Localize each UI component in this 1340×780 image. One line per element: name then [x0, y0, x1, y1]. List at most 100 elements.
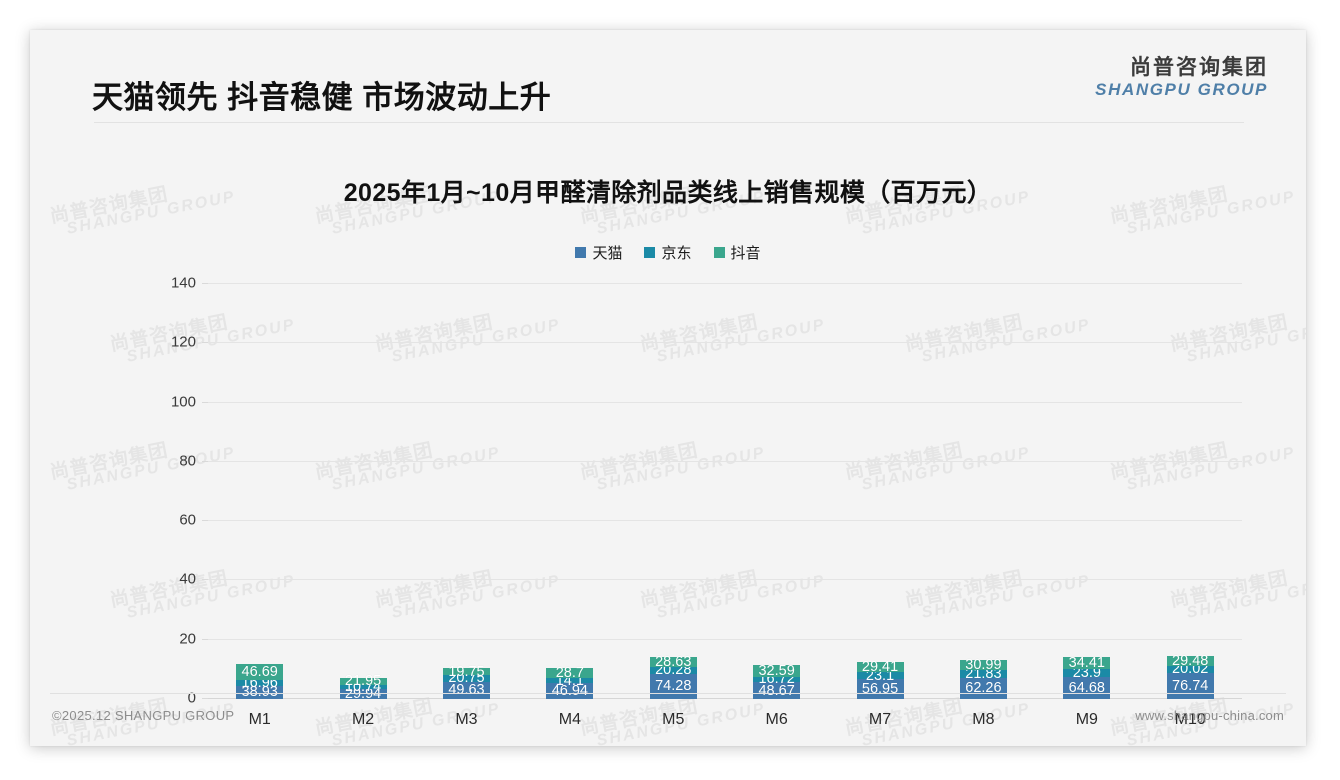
bar-value-label: 46.94	[551, 682, 588, 699]
bar-value-label: 64.68	[1068, 679, 1105, 696]
x-axis-tick-label: M5	[662, 711, 685, 728]
gridline: 100	[171, 393, 1242, 410]
bar-stack: 76.74 20.02 29.48	[1166, 651, 1214, 699]
bar-segment-京东[interactable]: 23.9	[1063, 665, 1111, 681]
bar-group-M4[interactable]: 46.94 14.1 28.7 M4	[522, 284, 617, 728]
bar-value-label: 19.75	[448, 663, 485, 680]
x-axis-tick-label: M1	[248, 711, 271, 728]
bar-value-label: 38.93	[241, 684, 278, 701]
bar-segment-抖音[interactable]: 19.75	[442, 664, 490, 680]
header-divider	[94, 122, 1244, 123]
slide-header: 天猫领先 抖音稳健 市场波动上升 尚普咨询集团 SHANGPU GROUP	[30, 30, 1306, 122]
bar-stack: 46.94 14.1 28.7	[546, 651, 594, 699]
bar-segment-抖音[interactable]: 34.41	[1063, 655, 1111, 671]
bar-segment-天猫[interactable]: 49.63	[442, 681, 490, 699]
bar-group-M8[interactable]: 62.26 21.83 30.99 M8	[936, 284, 1031, 728]
x-axis-tick-label: M7	[868, 711, 892, 728]
bar-segment-抖音[interactable]: 21.95	[339, 673, 387, 689]
brand-logo: 尚普咨询集团 SHANGPU GROUP	[1095, 56, 1268, 99]
x-axis-tick-label: M9	[1075, 711, 1098, 728]
chart-plot-area: 0 20 40 60 80 100 120 140 38.93 16.96 46.69 M1 29.9…	[140, 275, 1250, 728]
legend-item-抖音[interactable]: 抖音	[713, 242, 761, 263]
bar-segment-天猫[interactable]: 76.74	[1166, 672, 1214, 699]
bar-segment-抖音[interactable]: 29.48	[1166, 652, 1214, 669]
bar-group-M7[interactable]: 56.95 23.1 29.41 M7	[832, 284, 927, 728]
bar-segment-抖音[interactable]: 32.59	[753, 663, 801, 680]
bar-group-M6[interactable]: 48.67 16.72 32.59 M6	[729, 284, 824, 728]
bar-stack: 48.67 16.72 32.59	[753, 651, 801, 699]
chart-legend: 天猫 京东 抖音	[30, 242, 1306, 263]
bar-stack: 49.63 20.75 19.75	[442, 651, 490, 699]
bar-value-label: 30.99	[965, 656, 1002, 673]
bar-value-label: 46.69	[241, 663, 278, 680]
chart-title: 2025年1月~10月甲醛清除剂品类线上销售规模（百万元）	[343, 179, 993, 207]
bar-group-M10[interactable]: 76.74 20.02 29.48 M10	[1143, 284, 1238, 728]
bar-group-M9[interactable]: 64.68 23.9 34.41 M9	[1039, 284, 1134, 728]
brand-logo-cn: 尚普咨询集团	[1130, 56, 1268, 79]
bar-value-label: 56.95	[861, 681, 899, 698]
y-axis-tick-label: 100	[170, 393, 196, 411]
bar-value-label: 23.9	[1072, 664, 1101, 681]
bar-segment-抖音[interactable]: 46.69	[236, 663, 284, 680]
bar-segment-天猫[interactable]: 46.94	[546, 682, 594, 699]
y-axis-tick-label: 120	[170, 333, 196, 351]
gridline: 60	[179, 512, 1242, 529]
gridline: 80	[179, 452, 1242, 469]
footer-website: www.shangpu-china.com	[1135, 708, 1284, 723]
bar-stack: 38.93 16.96 46.69	[236, 651, 284, 701]
gridline: 40	[179, 571, 1242, 588]
y-axis-tick-label: 20	[179, 630, 196, 648]
y-axis-tick-mark	[202, 283, 208, 284]
page-title: 天猫领先 抖音稳健 市场波动上升	[92, 80, 552, 115]
legend-label: 京东	[661, 245, 692, 262]
legend-swatch-icon	[713, 247, 725, 258]
y-axis-tick-mark	[202, 638, 208, 640]
slide-card: 尚普咨询集团 SHANGPU GROUP 尚普咨询集团 SHANGPU GROUP 尚普…	[30, 30, 1306, 746]
y-axis-tick-label: 40	[179, 570, 196, 588]
bar-segment-抖音[interactable]: 29.41	[856, 658, 904, 675]
x-axis-tick-label: M6	[765, 711, 788, 728]
legend-item-京东[interactable]: 京东	[644, 242, 692, 263]
legend-label: 抖音	[730, 245, 761, 262]
chart-bars: 38.93 16.96 46.69 M1 29.94 10.74 21.95 M2 49.63 2…	[208, 284, 1242, 728]
bar-value-label: 29.48	[1172, 652, 1209, 669]
x-axis-tick-label: M3	[455, 711, 478, 728]
bar-group-M5[interactable]: 74.28 20.28 28.63 M5	[626, 284, 721, 728]
y-axis-tick-label: 80	[179, 452, 196, 470]
bar-segment-抖音[interactable]: 28.63	[649, 654, 697, 670]
bar-group-M3[interactable]: 49.63 20.75 19.75 M3	[419, 284, 514, 728]
y-axis-tick-mark	[202, 520, 208, 522]
bar-value-label: 21.95	[344, 673, 382, 690]
bar-value-label: 29.41	[861, 658, 899, 675]
gridline: 140	[171, 275, 1242, 292]
bar-stack: 62.26 21.83 30.99	[959, 651, 1007, 699]
bar-group-M1[interactable]: 38.93 16.96 46.69 M1	[212, 284, 307, 728]
y-axis-tick-mark	[202, 579, 208, 581]
bar-segment-抖音[interactable]: 28.7	[546, 665, 594, 682]
bar-value-label: 32.59	[758, 663, 795, 680]
bar-value-label: 49.63	[448, 682, 485, 699]
bar-stack: 29.94 10.74 21.95	[339, 651, 387, 702]
bar-value-label: 74.28	[655, 678, 692, 695]
bar-segment-天猫[interactable]: 38.93	[236, 684, 284, 701]
legend-item-天猫[interactable]: 天猫	[575, 242, 622, 263]
slide-footer: ©2025.12 SHANGPU GROUP www.shangpu-china…	[30, 702, 1306, 742]
bar-segment-天猫[interactable]: 74.28	[649, 673, 697, 699]
legend-swatch-icon	[644, 247, 656, 258]
legend-swatch-icon	[575, 247, 587, 258]
y-axis-tick-mark	[202, 460, 208, 462]
y-axis-tick-label: 60	[179, 511, 196, 529]
bar-value-label: 48.67	[758, 682, 795, 699]
bar-value-label: 62.26	[965, 680, 1002, 697]
bar-group-M2[interactable]: 29.94 10.74 21.95 M2	[316, 284, 411, 728]
bar-segment-天猫[interactable]: 48.67	[753, 682, 801, 699]
footer-divider	[50, 693, 1286, 694]
x-axis-tick-label: M8	[972, 711, 995, 728]
y-axis-tick-label: 140	[170, 274, 196, 292]
bar-value-label: 28.7	[555, 665, 584, 682]
gridline: 0	[188, 690, 1242, 707]
bar-segment-抖音[interactable]: 30.99	[959, 656, 1007, 673]
bar-segment-京东[interactable]: 16.96	[236, 675, 284, 691]
gridline: 20	[179, 630, 1242, 647]
bar-value-label: 76.74	[1172, 677, 1209, 694]
